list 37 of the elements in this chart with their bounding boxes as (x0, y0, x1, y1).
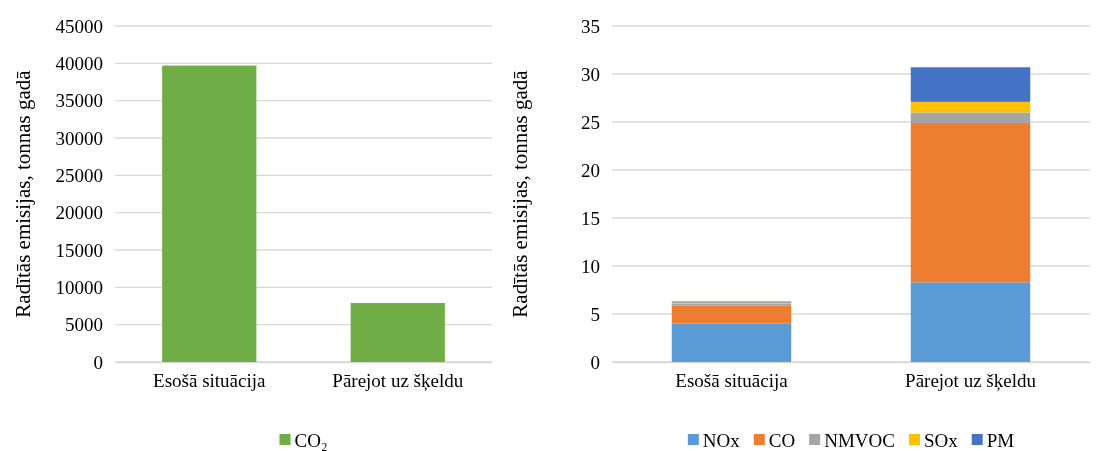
legend-label: PM (986, 429, 1015, 451)
y-axis-title: Radītās emisijas, tonnas gadā (11, 69, 35, 318)
y-tick-label: 45000 (55, 15, 103, 37)
bar (671, 305, 792, 324)
legend-label: SOx (923, 429, 959, 451)
y-tick-label: 0 (93, 351, 103, 373)
x-tick-label: Pārejot uz šķeldu (332, 370, 464, 392)
y-tick-label: 0 (590, 351, 600, 373)
y-tick-label: 20000 (55, 202, 103, 224)
legend-label: NOx (702, 429, 741, 451)
y-tick-label: 15000 (55, 239, 103, 261)
y-tick-label: 10000 (55, 276, 103, 298)
y-tick-label: 40000 (55, 52, 103, 74)
y-tick-label: 30 (581, 63, 600, 85)
y-tick-label: 25000 (55, 164, 103, 186)
y-tick-label: 30000 (55, 127, 103, 149)
bar (910, 101, 1031, 113)
y-axis-title: Radītās emisijas, tonnas gadā (508, 69, 532, 318)
legend-label: NMVOC (824, 429, 895, 451)
y-tick-label: 5 (590, 303, 600, 325)
x-tick-label: Esošā situācija (153, 370, 267, 392)
y-tick-label: 10 (581, 255, 600, 277)
y-tick-label: 15 (581, 207, 600, 229)
legend-label: CO (768, 429, 796, 451)
bar (910, 122, 1031, 283)
x-tick-label: Pārejot uz šķeldu (905, 370, 1037, 392)
bar (671, 323, 792, 362)
y-tick-label: 35 (581, 15, 600, 37)
y-tick-label: 5000 (65, 314, 103, 336)
x-tick-label: Esošā situācija (675, 370, 789, 392)
y-tick-label: 20 (581, 159, 600, 181)
bar (910, 282, 1031, 362)
legend-label: CO₂ (294, 429, 328, 451)
bar (910, 112, 1031, 123)
y-tick-label: 25 (581, 111, 600, 133)
bar (910, 67, 1031, 102)
y-tick-label: 35000 (55, 90, 103, 112)
